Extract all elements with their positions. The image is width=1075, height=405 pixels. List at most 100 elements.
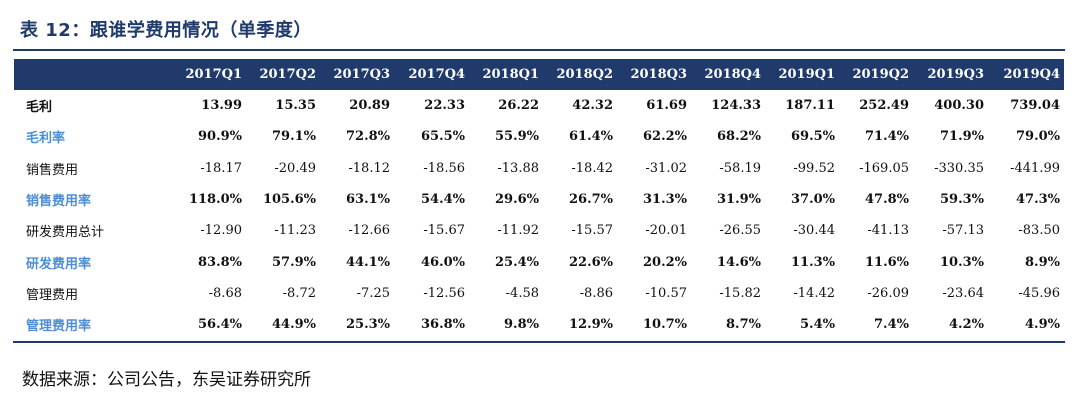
table-row: 研发费用率 83.8% 57.9% 44.1% 46.0% 25.4% 22.6% 20.2%…: [14, 246, 1064, 277]
table-cell: 44.1%: [345, 254, 390, 270]
table-cell: 90.9%: [197, 129, 242, 145]
table-cell: 22.33: [424, 98, 465, 114]
row-label: 销售费用: [26, 162, 79, 178]
table-cell: -15.67: [423, 223, 465, 239]
table-cell: 20.2%: [642, 254, 687, 270]
table-cell: -4.58: [505, 285, 539, 301]
table-cell: -83.50: [1018, 223, 1060, 239]
table-cell: -18.42: [571, 160, 613, 176]
header-row: 2017Q1 2017Q2 2017Q3 2017Q4 2018Q1 2018Q…: [14, 59, 1064, 90]
table-row: 毛利 13.99 15.35 20.89 22.33 26.22 42.32 61.69 124…: [14, 90, 1064, 121]
table-cell: 187.11: [785, 98, 835, 114]
column-header: 2019Q3: [927, 67, 984, 82]
table-cell: 46.0%: [420, 254, 465, 270]
table-cell: 252.49: [859, 98, 909, 114]
column-header: 2019Q4: [1003, 67, 1060, 82]
table-cell: 79.0%: [1015, 129, 1060, 145]
table-cell: 44.9%: [271, 317, 316, 333]
table-cell: 14.6%: [716, 254, 761, 270]
table-cell: 25.4%: [494, 254, 539, 270]
table-cell: -26.09: [867, 285, 909, 301]
table-cell: 4.2%: [949, 317, 984, 333]
table-cell: -20.01: [645, 223, 687, 239]
table-cell: 7.4%: [874, 317, 909, 333]
table-cell: 56.4%: [197, 317, 242, 333]
row-label: 管理费用率: [26, 319, 92, 335]
table-cell: 739.04: [1010, 98, 1060, 114]
table-cell: 25.3%: [345, 317, 390, 333]
table-cell: -330.35: [934, 160, 984, 176]
column-header: 2018Q4: [704, 67, 761, 82]
table-cell: 65.5%: [420, 129, 465, 145]
table-cell: -12.66: [348, 223, 390, 239]
table-cell: -18.17: [200, 160, 242, 176]
table-cell: 79.1%: [271, 129, 316, 145]
table-cell: 31.9%: [716, 192, 761, 208]
table-cell: -57.13: [942, 223, 984, 239]
table-cell: -10.57: [645, 285, 687, 301]
table-cell: -11.23: [274, 223, 316, 239]
column-header: 2017Q2: [259, 67, 316, 82]
table-cell: 72.8%: [345, 129, 390, 145]
table-cell: 42.32: [572, 98, 613, 114]
table-cell: 10.7%: [642, 317, 687, 333]
table-cell: 47.3%: [1015, 192, 1060, 208]
column-header: 2018Q2: [556, 67, 613, 82]
table-cell: 12.9%: [568, 317, 613, 333]
table-cell: 71.4%: [864, 129, 909, 145]
table-cell: -15.82: [719, 285, 761, 301]
table-body: 毛利 13.99 15.35 20.89 22.33 26.22 42.32 61.69 124…: [14, 90, 1064, 340]
table-cell: 61.69: [646, 98, 687, 114]
table-cell: -15.57: [571, 223, 613, 239]
table-cell: 13.99: [201, 98, 242, 114]
table-cell: -20.49: [274, 160, 316, 176]
table-cell: -8.86: [579, 285, 613, 301]
table-cell: 68.2%: [716, 129, 761, 145]
table-cell: 8.7%: [726, 317, 761, 333]
table-cell: 11.6%: [864, 254, 909, 270]
expense-table: 2017Q1 2017Q2 2017Q3 2017Q4 2018Q1 2018Q…: [14, 59, 1064, 340]
table-cell: -18.12: [348, 160, 390, 176]
table-cell: 26.7%: [568, 192, 613, 208]
table-cell: -12.56: [423, 285, 465, 301]
table-row: 销售费用 -18.17 -20.49 -18.12 -18.56 -13.88 -18.42…: [14, 153, 1064, 184]
table-cell: 61.4%: [568, 129, 613, 145]
table-row: 管理费用率 56.4% 44.9% 25.3% 36.8% 9.8% 12.9% 10.7% 8…: [14, 309, 1064, 340]
table-cell: 62.2%: [642, 129, 687, 145]
table-cell: -31.02: [645, 160, 687, 176]
table-cell: 8.9%: [1025, 254, 1060, 270]
table-cell: -45.96: [1018, 285, 1060, 301]
table-cell: 55.9%: [494, 129, 539, 145]
table-cell: 69.5%: [790, 129, 835, 145]
table-cell: 11.3%: [790, 254, 835, 270]
table-row: 毛利率 90.9% 79.1% 72.8% 65.5% 55.9% 61.4% 62.2% 68…: [14, 121, 1064, 152]
table-cell: 124.33: [711, 98, 761, 114]
table-cell: -7.25: [356, 285, 390, 301]
table-cell: 20.89: [349, 98, 390, 114]
table-cell: 59.3%: [939, 192, 984, 208]
table-cell: 10.3%: [939, 254, 984, 270]
title-divider: [13, 49, 1065, 51]
row-label: 研发费用率: [26, 256, 92, 272]
column-header: 2017Q1: [185, 67, 242, 82]
table-cell: 400.30: [934, 98, 984, 114]
table-cell: -441.99: [1010, 160, 1060, 176]
table-cell: 29.6%: [494, 192, 539, 208]
table-cell: 26.22: [498, 98, 539, 114]
table-cell: 47.8%: [864, 192, 909, 208]
table-cell: -18.56: [423, 160, 465, 176]
table-cell: 57.9%: [271, 254, 316, 270]
table-cell: 36.8%: [420, 317, 465, 333]
table-cell: -14.42: [793, 285, 835, 301]
row-label: 销售费用率: [26, 194, 92, 210]
table-cell: 54.4%: [420, 192, 465, 208]
row-label: 毛利率: [26, 131, 66, 147]
table-cell: 37.0%: [790, 192, 835, 208]
table-cell: 31.3%: [642, 192, 687, 208]
table-cell: 4.9%: [1025, 317, 1060, 333]
table-cell: 22.6%: [568, 254, 613, 270]
source-note: 数据来源：公司公告，东吴证券研究所: [22, 370, 311, 390]
column-header: 2018Q1: [482, 67, 539, 82]
table-cell: 71.9%: [939, 129, 984, 145]
table-row: 管理费用 -8.68 -8.72 -7.25 -12.56 -4.58 -8.86 -10.5…: [14, 278, 1064, 309]
